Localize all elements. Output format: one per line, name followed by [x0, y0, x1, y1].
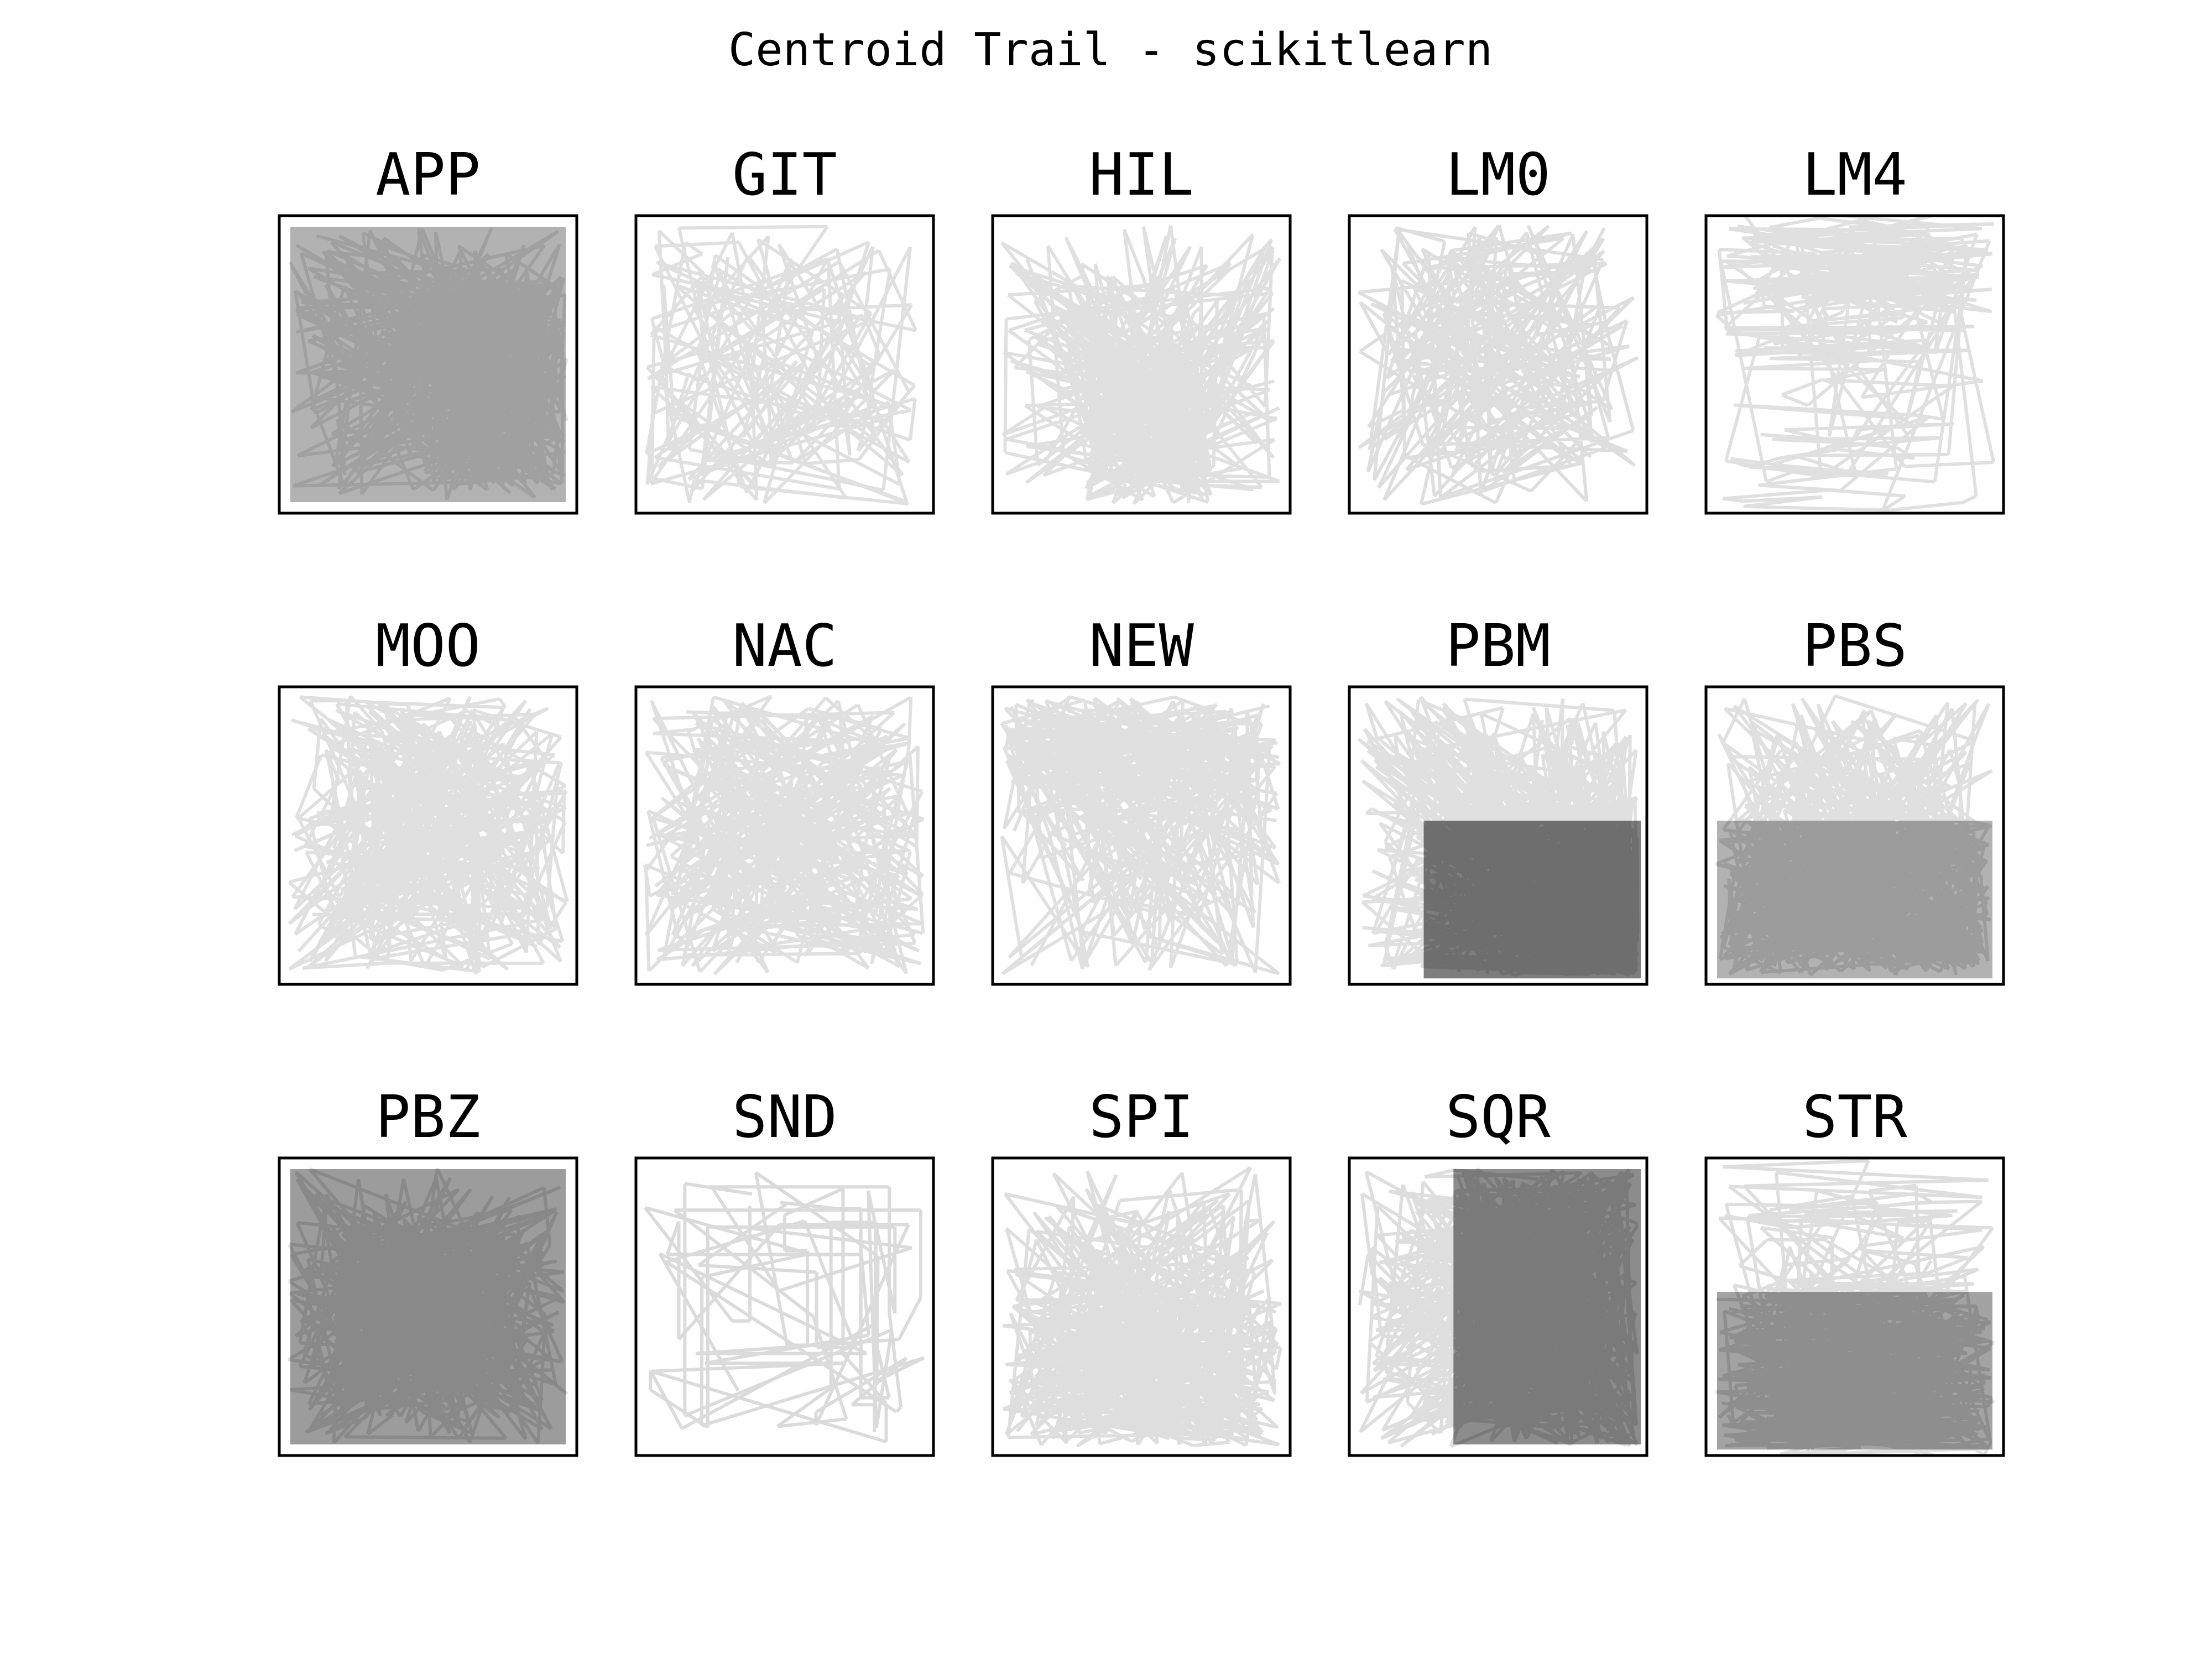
panel-frame	[634, 214, 935, 515]
panel-spi: SPI	[991, 1083, 1292, 1457]
trail-lines	[1002, 1166, 1282, 1448]
panel-frame	[1348, 685, 1648, 986]
panel-app: APP	[278, 141, 578, 515]
panel-git: GIT	[634, 141, 935, 515]
trail-path	[1358, 224, 1639, 506]
panel-title: SPI	[1089, 1083, 1194, 1151]
plot-area	[279, 687, 577, 984]
panel-pbz: PBZ	[278, 1083, 578, 1457]
panel-pbm: PBM	[1348, 612, 1648, 986]
panel-title: MOO	[375, 612, 481, 680]
plot-area	[1349, 1158, 1647, 1455]
panel-title: SQR	[1446, 1083, 1551, 1151]
panel-frame	[634, 685, 935, 986]
panel-title: NAC	[732, 612, 837, 680]
trail-lines	[645, 225, 917, 506]
panel-title: STR	[1802, 1083, 1907, 1151]
panel-pbs: PBS	[1704, 612, 2005, 986]
plot-area	[1706, 1158, 2004, 1455]
trail-lines	[1358, 224, 1639, 506]
panel-frame	[278, 1156, 578, 1457]
plot-area	[993, 687, 1290, 984]
trail-path	[1715, 694, 1993, 977]
panel-title: HIL	[1089, 141, 1194, 208]
trail-lines	[643, 1171, 925, 1443]
trail-lines	[1000, 695, 1281, 975]
plot-area	[279, 216, 577, 513]
dense-region	[1717, 821, 1992, 979]
trail-path	[1358, 1167, 1639, 1448]
dense-region	[1717, 1292, 1992, 1450]
panel-frame	[1348, 214, 1648, 515]
trail-path	[1000, 695, 1281, 975]
dense-region	[1423, 821, 1641, 979]
trail-lines	[1715, 694, 1993, 979]
plot-area	[636, 216, 933, 513]
panel-title: LM4	[1802, 141, 1907, 208]
panel-frame	[991, 1156, 1292, 1457]
trail-path	[288, 227, 569, 500]
plot-area	[993, 216, 1290, 513]
panel-title: GIT	[732, 141, 837, 208]
dense-region	[290, 1169, 566, 1444]
panel-snd: SND	[634, 1083, 935, 1457]
plot-area	[279, 1158, 577, 1455]
dense-region	[1453, 1169, 1641, 1444]
panel-frame	[991, 685, 1292, 986]
trail-path	[1002, 1166, 1282, 1448]
trail-path	[643, 1171, 925, 1443]
panel-title: NEW	[1089, 612, 1194, 680]
panel-grid: APP GIT HIL LM0 LM4 MOO NAC NEW PBM PBS PBZ SND SPI S…	[278, 141, 2005, 1457]
trail-path	[645, 225, 917, 506]
trail-path	[1715, 216, 1996, 512]
dense-region	[290, 227, 566, 502]
trail-path	[287, 1167, 568, 1444]
figure-title: Centroid Trail - scikitlearn	[728, 24, 1493, 76]
trail-lines	[288, 227, 569, 502]
panel-frame	[278, 685, 578, 986]
panel-sqr: SQR	[1348, 1083, 1648, 1457]
panel-frame	[1704, 214, 2005, 515]
panel-frame	[1348, 1156, 1648, 1457]
trail-path	[643, 695, 925, 975]
trail-lines	[1358, 1167, 1641, 1448]
trail-path	[288, 695, 569, 975]
trail-lines	[287, 1167, 568, 1444]
panel-title: APP	[375, 141, 481, 208]
panel-moo: MOO	[278, 612, 578, 986]
plot-area	[636, 687, 933, 984]
plot-area	[1706, 687, 2004, 984]
trail-lines	[288, 695, 569, 975]
plot-area	[1706, 216, 2004, 513]
plot-area	[1349, 216, 1647, 513]
panel-str: STR	[1704, 1083, 2005, 1457]
plot-area	[636, 1158, 933, 1455]
panel-frame	[634, 1156, 935, 1457]
plot-area	[993, 1158, 1290, 1455]
trail-lines	[1715, 216, 1996, 512]
trail-lines	[1000, 225, 1282, 505]
panel-title: PBZ	[375, 1083, 481, 1151]
trail-path	[1000, 225, 1282, 505]
panel-frame	[278, 214, 578, 515]
trail-lines	[1357, 696, 1641, 979]
panel-title: PBM	[1446, 612, 1551, 680]
panel-nac: NAC	[634, 612, 935, 986]
panel-new: NEW	[991, 612, 1292, 986]
panel-title: PBS	[1802, 612, 1907, 680]
panel-frame	[1704, 1156, 2005, 1457]
trail-lines	[1715, 1159, 1995, 1455]
panel-frame	[991, 214, 1292, 515]
trail-lines	[643, 695, 925, 975]
panel-title: LM0	[1446, 141, 1551, 208]
panel-title: SND	[732, 1083, 837, 1151]
trail-path	[1715, 1159, 1995, 1455]
panel-lm4: LM4	[1704, 141, 2005, 515]
panel-hil: HIL	[991, 141, 1292, 515]
panel-lm0: LM0	[1348, 141, 1648, 515]
panel-frame	[1704, 685, 2005, 986]
